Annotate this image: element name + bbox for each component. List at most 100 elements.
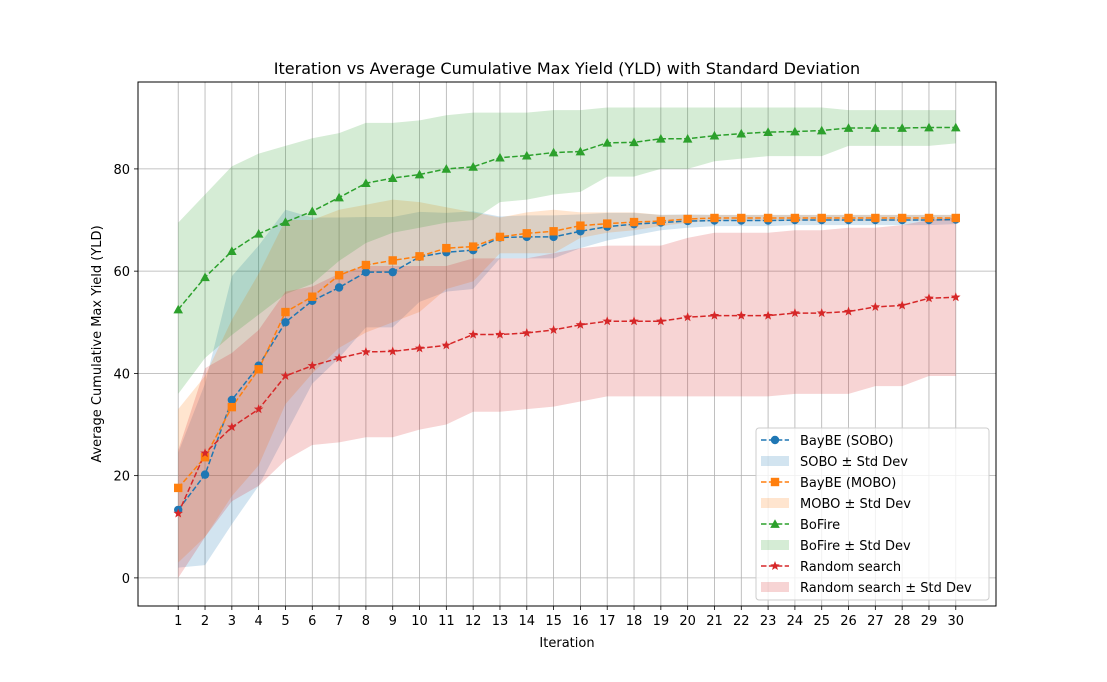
x-tick-label: 4 xyxy=(255,614,263,629)
data-point-series-1 xyxy=(710,213,719,223)
y-tick-label: 0 xyxy=(122,572,130,587)
data-point-series-0 xyxy=(388,267,397,277)
data-point-series-3 xyxy=(709,310,720,320)
legend-band-swatch xyxy=(761,456,789,466)
x-tick-label: 18 xyxy=(626,614,643,629)
legend-box xyxy=(755,427,990,601)
data-point-series-2 xyxy=(816,125,827,135)
std-dev-band-1 xyxy=(178,199,956,563)
x-tick-label: 26 xyxy=(840,614,857,629)
x-tick-label: 1 xyxy=(174,614,182,629)
data-point-series-3 xyxy=(924,293,934,303)
data-point-series-2 xyxy=(173,304,184,314)
legend-label: BoFire xyxy=(800,518,840,533)
x-tick-label: 22 xyxy=(733,614,750,629)
legend-band-swatch xyxy=(761,498,789,508)
data-point-series-2 xyxy=(334,192,344,202)
data-point-series-3 xyxy=(280,370,291,380)
data-point-series-2 xyxy=(253,229,264,238)
data-point-series-3 xyxy=(253,404,264,414)
data-point-series-1 xyxy=(334,271,344,280)
data-point-series-3 xyxy=(870,301,881,311)
data-point-series-1 xyxy=(924,213,934,223)
data-point-series-0 xyxy=(200,470,210,479)
data-point-series-3 xyxy=(361,346,371,356)
data-point-series-1 xyxy=(254,365,263,374)
legend-label: Random search xyxy=(800,560,901,575)
x-tick-label: 24 xyxy=(787,614,804,629)
data-point-series-3 xyxy=(843,306,854,316)
data-point-series-2 xyxy=(924,122,934,132)
data-point-series-1 xyxy=(442,243,451,253)
x-tick-label: 3 xyxy=(228,614,236,629)
legend-band-swatch xyxy=(761,582,789,592)
series-lines xyxy=(177,126,956,514)
legend-label: BayBE (MOBO) xyxy=(800,476,896,491)
data-point-series-1 xyxy=(200,453,210,462)
x-tick-label: 23 xyxy=(760,614,777,629)
x-tick-label: 8 xyxy=(362,614,370,629)
x-tick-label: 29 xyxy=(921,614,938,629)
y-tick-label: 60 xyxy=(113,265,130,280)
data-point-series-3 xyxy=(816,308,827,318)
data-point-series-2 xyxy=(548,147,559,157)
data-point-series-2 xyxy=(280,217,291,226)
data-point-series-3 xyxy=(334,353,344,363)
data-point-series-3 xyxy=(951,292,961,302)
legend-marker-swatch xyxy=(770,435,780,445)
data-point-series-2 xyxy=(763,127,773,136)
data-point-series-1 xyxy=(495,232,505,242)
data-point-series-2 xyxy=(629,137,639,147)
data-point-series-3 xyxy=(468,329,478,339)
x-tick-label: 6 xyxy=(308,614,316,629)
data-point-series-2 xyxy=(200,272,210,282)
data-point-series-0 xyxy=(227,395,237,405)
data-point-series-2 xyxy=(950,122,961,132)
legend-label: Random search ± Std Dev xyxy=(800,581,972,596)
data-point-series-0 xyxy=(361,267,371,277)
data-point-series-1 xyxy=(468,242,478,251)
y-tick-label: 80 xyxy=(113,163,130,178)
series-line-3 xyxy=(177,296,956,514)
legend-marker-swatch xyxy=(770,477,780,487)
x-axis-ticks: 1 2 3 4 5 6 7 8 9 10 11 12 13 14 15 16 17 18 19 20 21 22 23 24 2… xyxy=(174,606,964,629)
data-point-series-1 xyxy=(951,213,960,223)
series-line-1 xyxy=(177,217,956,489)
data-point-series-1 xyxy=(683,214,692,224)
series-markers xyxy=(173,122,961,518)
data-point-series-3 xyxy=(682,312,693,322)
data-point-series-1 xyxy=(174,483,183,493)
plot-frame xyxy=(137,81,997,607)
x-tick-label: 5 xyxy=(281,614,289,629)
data-point-series-2 xyxy=(790,126,800,136)
data-point-series-1 xyxy=(871,213,880,223)
chart-title: Iteration vs Average Cumulative Max Yiel… xyxy=(274,59,860,78)
data-point-series-0 xyxy=(281,318,290,327)
data-point-series-1 xyxy=(281,307,290,317)
data-point-series-2 xyxy=(307,206,318,216)
data-point-series-2 xyxy=(521,150,532,160)
data-point-series-1 xyxy=(603,219,612,228)
std-dev-band-3 xyxy=(178,217,956,578)
std-dev-band-2 xyxy=(178,107,956,394)
y-axis-ticks: 0 20 40 60 80 xyxy=(113,163,138,587)
data-point-series-1 xyxy=(763,213,773,223)
x-tick-label: 13 xyxy=(492,614,509,629)
data-point-series-2 xyxy=(361,178,371,188)
data-point-series-3 xyxy=(736,310,747,320)
data-point-series-2 xyxy=(495,152,505,162)
data-point-series-3 xyxy=(441,340,452,350)
y-axis-label: Average Cumulative Max Yield (YLD) xyxy=(90,225,105,462)
data-point-series-2 xyxy=(387,173,398,182)
data-point-series-1 xyxy=(844,213,853,223)
data-point-series-1 xyxy=(576,221,585,230)
data-point-series-2 xyxy=(602,138,613,147)
data-point-series-3 xyxy=(307,360,318,370)
data-point-series-1 xyxy=(388,256,397,265)
x-tick-label: 11 xyxy=(438,614,455,629)
x-tick-label: 12 xyxy=(465,614,482,629)
data-point-series-3 xyxy=(656,316,666,326)
data-point-series-2 xyxy=(227,246,237,256)
data-point-series-3 xyxy=(548,324,559,334)
